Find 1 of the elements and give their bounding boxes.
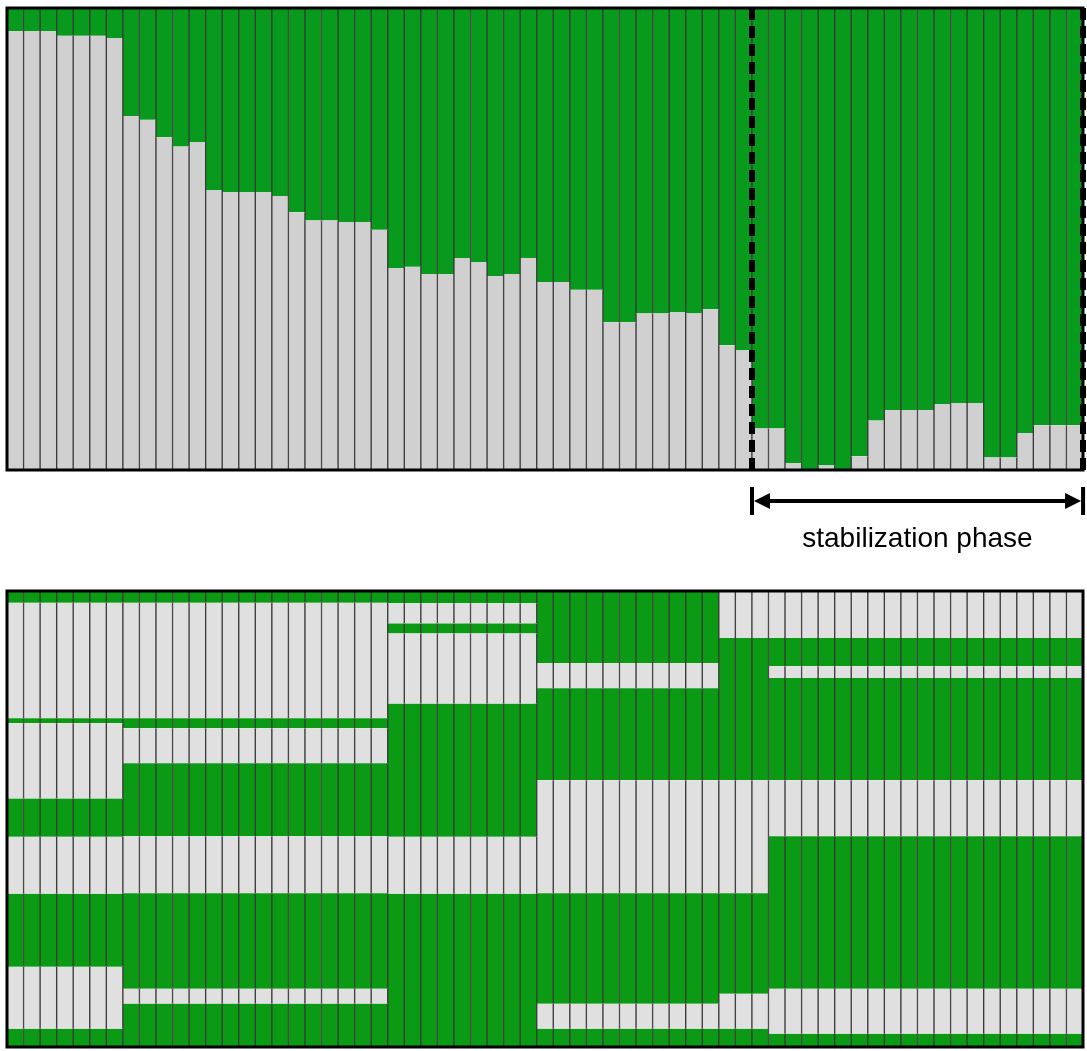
text: stabilization phase <box>802 522 1033 554</box>
